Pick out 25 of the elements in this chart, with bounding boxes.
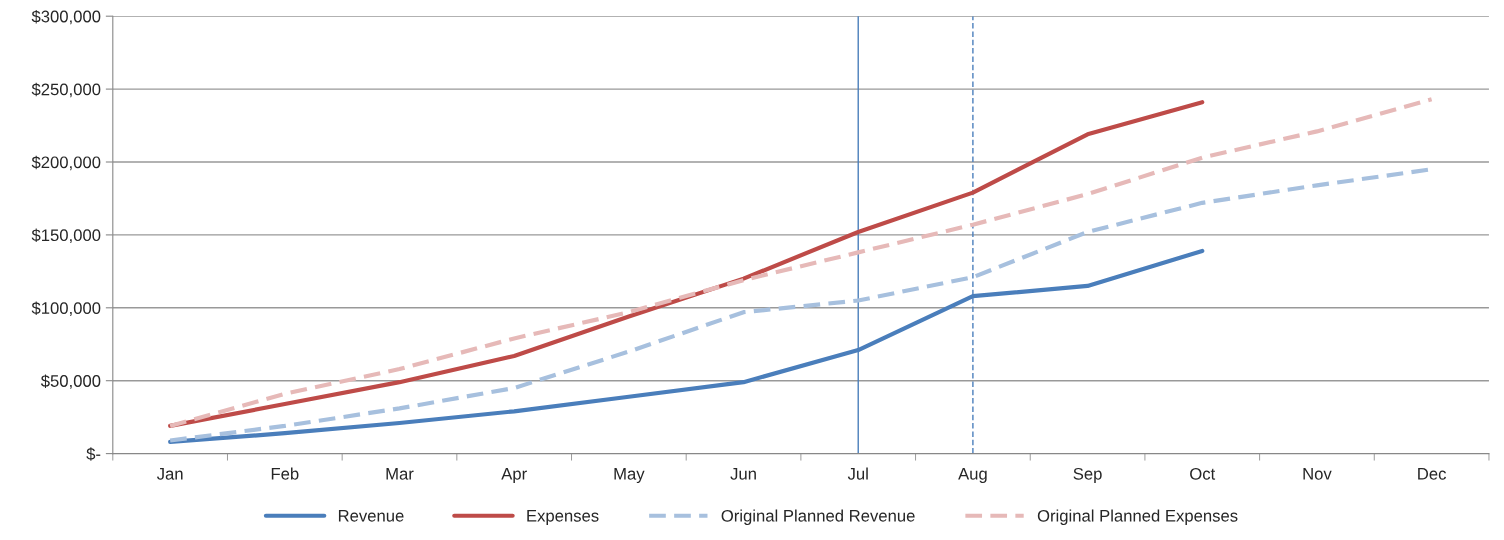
y-tick-label: $150,000	[31, 228, 101, 244]
legend-label: Original Planned Expenses	[1037, 509, 1238, 525]
line-series	[168, 97, 1434, 428]
y-tick-label: $300,000	[31, 9, 101, 25]
x-tick-label: Jul	[847, 467, 868, 480]
y-tick-label: $100,000	[31, 301, 101, 316]
y-tick-label: $250,000	[31, 82, 101, 98]
y-tick-label: $-	[86, 447, 101, 461]
y-tick-label: $200,000	[31, 155, 101, 171]
y-tick-label: $50,000	[40, 374, 101, 389]
x-tick-label: Apr	[501, 468, 527, 484]
legend-label: Revenue	[338, 510, 404, 522]
x-tick-label: Jan	[156, 468, 183, 480]
x-tick-label: Aug	[958, 468, 987, 484]
line-series	[168, 100, 1205, 428]
x-tick-label: Jun	[730, 468, 756, 480]
x-tick-label: Nov	[1303, 468, 1332, 480]
x-tick-label: Oct	[1190, 467, 1216, 480]
x-tick-label: Feb	[271, 467, 299, 480]
x-tick-label: Sep	[1073, 467, 1102, 484]
legend-label: Original Planned Revenue	[721, 509, 915, 525]
legend-label: Expenses	[527, 510, 599, 525]
x-tick-label: May	[614, 468, 645, 484]
x-tick-label: Dec	[1418, 468, 1446, 480]
x-tick-label: Mar	[386, 468, 414, 480]
